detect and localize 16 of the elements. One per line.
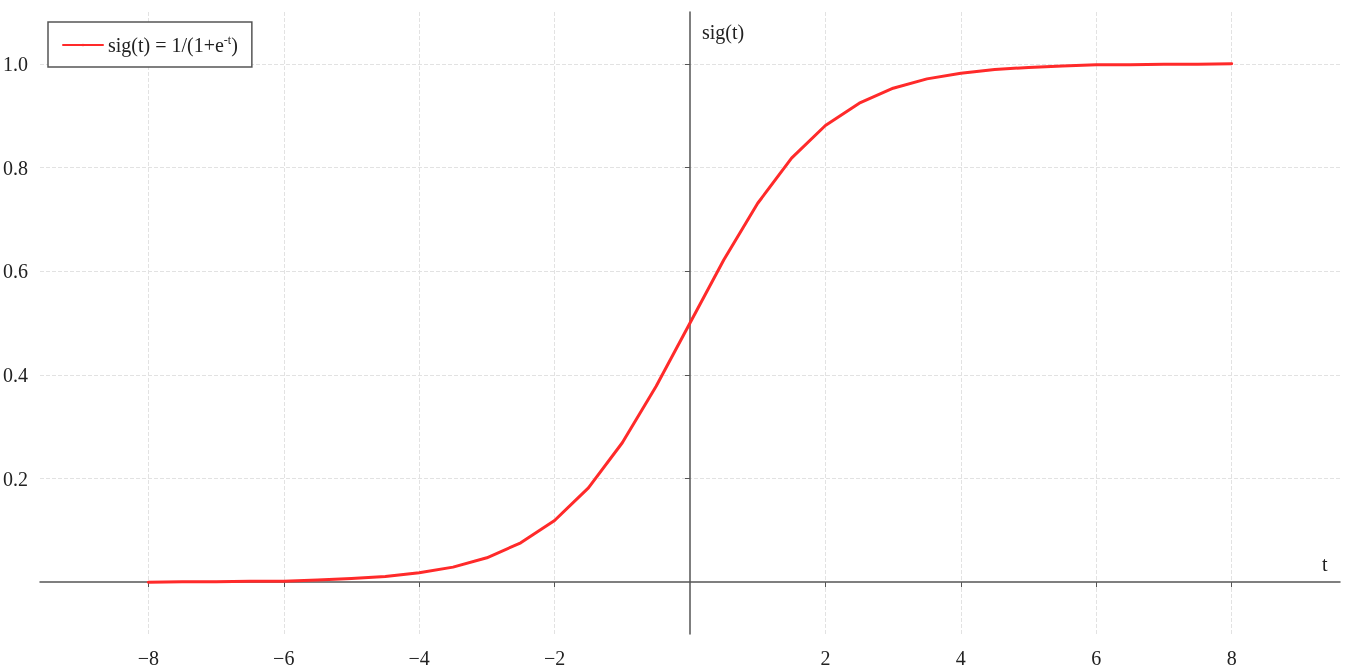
y-tick-label: 0.4 bbox=[3, 363, 28, 386]
y-tick-label: 0.2 bbox=[3, 467, 28, 490]
y-tick-label: 0.8 bbox=[3, 156, 28, 179]
x-tick-label: −4 bbox=[408, 647, 430, 668]
y-axis-title: sig(t) bbox=[702, 21, 745, 44]
x-tick-label: 2 bbox=[820, 647, 831, 668]
x-tick-label: 8 bbox=[1226, 647, 1237, 668]
line-series bbox=[146, 62, 1234, 584]
x-axis-title: t bbox=[1322, 553, 1328, 576]
x-tick-label: 6 bbox=[1091, 647, 1102, 668]
x-tick-label: −6 bbox=[273, 647, 295, 668]
y-tick-label: 0.6 bbox=[3, 260, 28, 283]
x-tick-label: −2 bbox=[543, 647, 566, 668]
x-tick-label: −8 bbox=[137, 647, 159, 668]
x-tick-label: 4 bbox=[955, 647, 966, 668]
y-tick-label: 1.0 bbox=[3, 52, 28, 75]
